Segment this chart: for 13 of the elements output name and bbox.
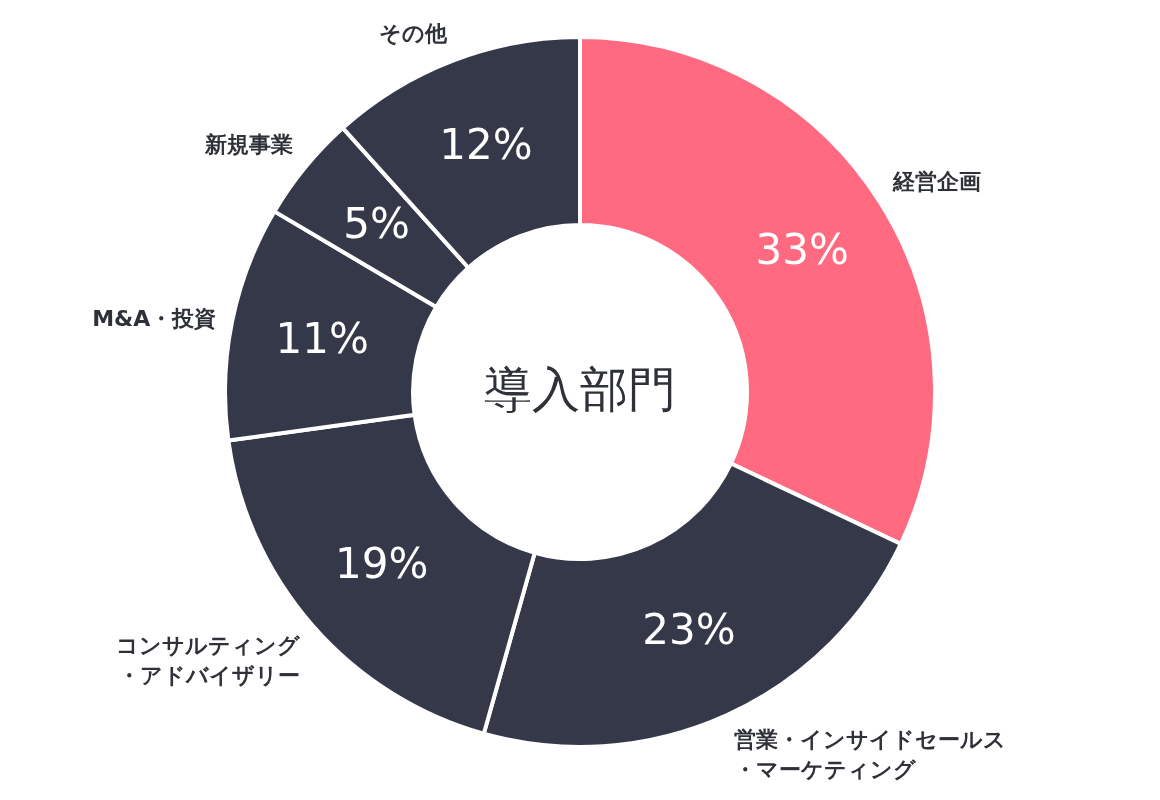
data-label: 23%	[642, 605, 736, 655]
text: 導入部門	[484, 361, 676, 417]
data-label: 33%	[755, 225, 849, 275]
slice-label: コンサルティング・アドバイザリー	[116, 632, 301, 688]
slice-label: 経営企画	[892, 168, 982, 194]
data-label: 11%	[275, 314, 369, 364]
data-label: 5%	[343, 199, 410, 249]
slice-label: 営業・インサイドセールス・マーケティング	[733, 726, 1006, 782]
data-label: 12%	[439, 120, 533, 170]
slice-label: 新規事業	[203, 131, 293, 157]
slice-label: M&A・投資	[92, 305, 217, 331]
slice-label: その他	[379, 20, 449, 46]
data-label: 19%	[335, 538, 429, 588]
